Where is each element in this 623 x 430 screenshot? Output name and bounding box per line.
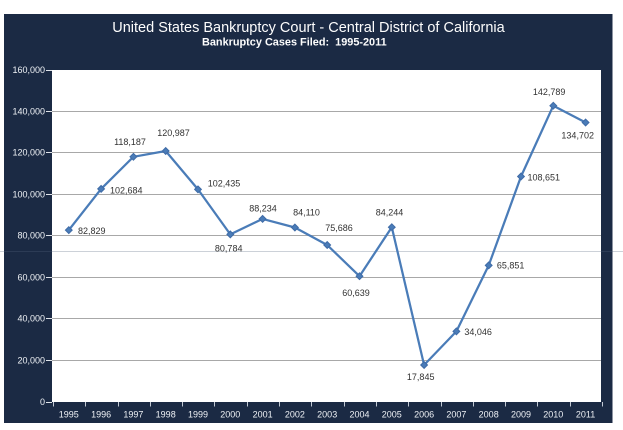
svg-text:0: 0 — [40, 397, 45, 407]
svg-text:88,234: 88,234 — [249, 203, 277, 213]
svg-text:1999: 1999 — [188, 410, 208, 420]
svg-text:65,851: 65,851 — [497, 261, 525, 271]
svg-text:84,244: 84,244 — [376, 208, 404, 218]
svg-text:2003: 2003 — [317, 410, 337, 420]
svg-text:118,187: 118,187 — [114, 137, 146, 147]
svg-text:2002: 2002 — [285, 410, 305, 420]
svg-text:134,702: 134,702 — [561, 131, 594, 141]
svg-text:60,639: 60,639 — [342, 288, 370, 298]
svg-text:2010: 2010 — [543, 410, 563, 420]
svg-text:140,000: 140,000 — [12, 107, 45, 117]
svg-text:102,684: 102,684 — [110, 185, 143, 195]
svg-text:80,784: 80,784 — [215, 243, 243, 253]
svg-text:1998: 1998 — [156, 410, 176, 420]
svg-text:2011: 2011 — [576, 410, 595, 420]
svg-text:142,789: 142,789 — [533, 87, 566, 97]
svg-text:2008: 2008 — [479, 410, 499, 420]
svg-text:120,987: 120,987 — [157, 128, 190, 138]
svg-text:84,110: 84,110 — [293, 208, 320, 218]
svg-text:2005: 2005 — [382, 410, 402, 420]
svg-text:80,000: 80,000 — [17, 231, 45, 241]
svg-text:60,000: 60,000 — [17, 273, 45, 283]
svg-text:40,000: 40,000 — [17, 314, 45, 324]
svg-text:102,435: 102,435 — [208, 179, 241, 189]
svg-text:United States Bankruptcy Court: United States Bankruptcy Court - Central… — [112, 20, 505, 36]
svg-text:1997: 1997 — [123, 410, 143, 420]
svg-text:82,829: 82,829 — [78, 226, 106, 236]
svg-text:2001: 2001 — [253, 410, 273, 420]
svg-text:2006: 2006 — [414, 410, 434, 420]
svg-text:Bankruptcy Cases Filed: 1995-: Bankruptcy Cases Filed: 1995-2011 — [202, 37, 387, 49]
svg-text:2000: 2000 — [220, 410, 240, 420]
svg-text:34,046: 34,046 — [464, 327, 492, 337]
svg-text:160,000: 160,000 — [12, 65, 45, 75]
svg-text:120,000: 120,000 — [12, 148, 45, 158]
svg-text:108,651: 108,651 — [528, 172, 561, 182]
svg-text:17,845: 17,845 — [407, 372, 435, 382]
svg-text:2007: 2007 — [446, 410, 466, 420]
svg-text:2004: 2004 — [349, 410, 369, 420]
svg-text:75,686: 75,686 — [325, 223, 353, 233]
svg-text:100,000: 100,000 — [12, 190, 45, 200]
svg-text:1996: 1996 — [91, 410, 111, 420]
svg-text:2009: 2009 — [511, 410, 531, 420]
svg-text:1995: 1995 — [59, 410, 79, 420]
svg-text:20,000: 20,000 — [17, 356, 45, 366]
